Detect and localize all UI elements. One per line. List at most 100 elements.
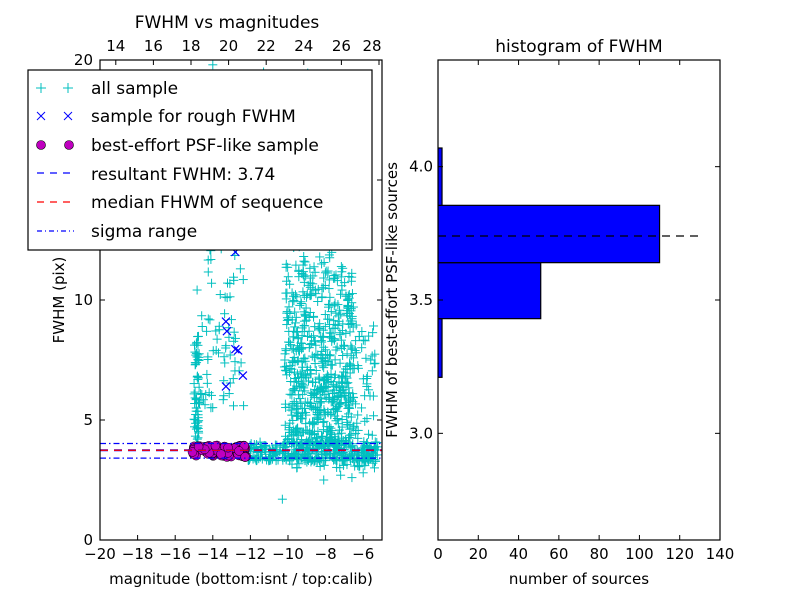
y-tick-label: 4.0 <box>409 158 433 176</box>
y-tick-label: 3.5 <box>409 291 433 309</box>
scatter-point <box>353 410 363 420</box>
scatter-point <box>221 341 231 351</box>
scatter-point <box>347 314 357 324</box>
x-tick-label: 80 <box>590 545 609 563</box>
scatter-point <box>211 326 221 336</box>
scatter-point <box>351 399 361 409</box>
scatter-point <box>330 370 340 380</box>
scatter-point <box>368 391 378 401</box>
histogram-x-label: number of sources <box>509 570 649 588</box>
scatter-point <box>305 365 315 375</box>
scatter-point <box>303 332 313 342</box>
scatter-plot: −20−18−16−14−12−10−8−6051015201416182022… <box>27 13 383 588</box>
scatter-point <box>337 267 347 277</box>
scatter-point <box>312 413 322 423</box>
legend-label: best-effort PSF-like sample <box>91 136 319 156</box>
scatter-point <box>285 279 295 289</box>
scatter-point <box>228 374 238 384</box>
scatter-point <box>208 403 218 413</box>
legend-entry-median: median FHWM of sequence <box>37 193 323 213</box>
scatter-point <box>203 314 213 324</box>
scatter-point <box>198 395 208 405</box>
legend: all sample sample for rough FWHM best-ef… <box>27 69 373 251</box>
scatter-point <box>285 363 295 373</box>
rough-sample-point <box>238 371 248 381</box>
rough-sample-point <box>230 344 240 354</box>
scatter-point <box>337 435 347 445</box>
scatter-point <box>330 437 340 447</box>
scatter-point <box>316 431 326 441</box>
scatter-point <box>287 315 297 325</box>
scatter-ticks: −20−18−16−14−12−10−8−6051015201416182022… <box>74 37 382 563</box>
scatter-point <box>235 264 245 274</box>
scatter-point <box>370 349 380 359</box>
scatter-point <box>253 446 263 456</box>
psf-sample-point <box>240 452 250 462</box>
scatter-data <box>100 60 382 504</box>
scatter-point <box>360 336 370 346</box>
scatter-point <box>285 337 295 347</box>
scatter-point <box>194 373 204 383</box>
scatter-point <box>325 350 335 360</box>
scatter-point <box>219 352 229 362</box>
scatter-point <box>342 349 352 359</box>
scatter-point <box>340 371 350 381</box>
scatter-point <box>297 331 307 341</box>
scatter-point <box>353 363 363 373</box>
scatter-point <box>364 385 374 395</box>
legend-entry-rough-sample: sample for rough FWHM <box>36 107 296 127</box>
scatter-point <box>354 332 364 342</box>
legend-entry-all-sample: all sample <box>36 79 178 99</box>
scatter-point <box>196 388 206 398</box>
scatter-point <box>313 297 323 307</box>
scatter-point <box>283 272 293 282</box>
scatter-point <box>294 430 304 440</box>
scatter-point <box>338 460 348 470</box>
scatter-point <box>342 306 352 316</box>
scatter-point <box>319 416 329 426</box>
scatter-point <box>291 327 301 337</box>
scatter-point <box>332 414 342 424</box>
scatter-point <box>311 365 321 375</box>
scatter-point <box>194 382 204 392</box>
scatter-point <box>337 450 347 460</box>
scatter-point <box>343 319 353 329</box>
scatter-point <box>301 303 311 313</box>
scatter-point <box>309 312 319 322</box>
scatter-point <box>357 443 367 453</box>
scatter-point <box>293 411 303 421</box>
scatter-point <box>333 300 343 310</box>
scatter-point <box>316 454 326 464</box>
histogram-bar <box>438 318 443 378</box>
scatter-point <box>362 373 372 383</box>
scatter-point <box>347 289 357 299</box>
rough-sample-point <box>233 345 243 355</box>
scatter-point <box>336 386 346 396</box>
scatter-point <box>236 358 246 368</box>
scatter-point <box>323 357 333 367</box>
scatter-point <box>305 418 315 428</box>
scatter-point <box>202 378 212 388</box>
circle-marker-icon <box>36 140 74 150</box>
scatter-point <box>339 340 349 350</box>
scatter-point <box>324 394 334 404</box>
scatter-point <box>309 336 319 346</box>
scatter-point <box>299 271 309 281</box>
scatter-point <box>228 401 238 411</box>
legend-label: all sample <box>91 79 178 99</box>
scatter-point <box>293 333 303 343</box>
scatter-point <box>229 275 239 285</box>
legend-label: sample for rough FWHM <box>91 107 296 127</box>
scatter-point <box>323 427 333 437</box>
scatter-point <box>290 367 300 377</box>
scatter-title: FWHM vs magnitudes <box>135 13 320 33</box>
scatter-point <box>321 266 331 276</box>
scatter-point <box>317 346 327 356</box>
x-tick-label: 40 <box>509 545 528 563</box>
scatter-point <box>314 374 324 384</box>
scatter-point <box>291 425 301 435</box>
scatter-point <box>317 259 327 269</box>
scatter-point <box>306 273 316 283</box>
scatter-point <box>348 393 358 403</box>
scatter-point <box>225 350 235 360</box>
